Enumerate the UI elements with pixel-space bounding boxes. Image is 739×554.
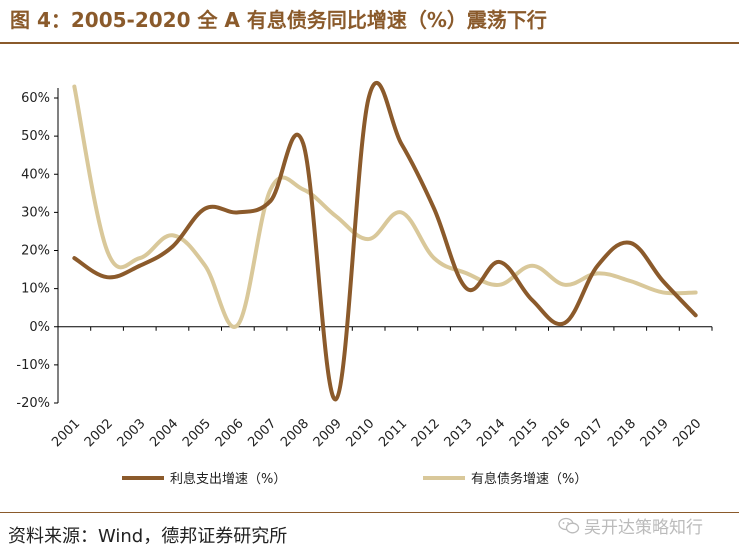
y-tick-label: 60%	[21, 91, 50, 106]
legend: 利息支出增速（%） 有息债务增速（%）	[122, 471, 587, 487]
y-tick-label: 10%	[21, 282, 50, 297]
source-note: 资料来源：Wind，德邦证券研究所	[8, 526, 288, 547]
x-tick-label: 2007	[245, 416, 279, 450]
x-tick-label: 2006	[213, 416, 247, 450]
x-tick-label: 2001	[49, 416, 83, 450]
line-chart: -20%-10%0%10%20%30%40%50%60% 20012002200…	[16, 80, 713, 487]
x-tick-label: 2004	[147, 416, 181, 450]
x-tick-label: 2014	[474, 416, 508, 450]
series-lines	[72, 80, 698, 402]
x-tick-label: 2002	[82, 416, 116, 450]
series-line-interest-debt	[72, 84, 698, 329]
y-tick-label: 20%	[21, 244, 50, 259]
wechat-icon	[558, 517, 580, 533]
x-tick-label: 2012	[409, 416, 443, 450]
y-axis: -20% -10% 0% 10% 20% 30% 40% 50% 60%	[16, 88, 59, 411]
x-tick-label: 2013	[442, 416, 476, 450]
legend-item-interest-expense-label: 利息支出增速（%）	[170, 471, 286, 487]
x-tick-label: 2020	[670, 416, 704, 450]
y-tick-label: 30%	[21, 205, 50, 220]
legend-item-interest-debt-label: 有息债务增速（%）	[471, 471, 587, 487]
x-tick-label: 2018	[605, 416, 639, 450]
y-tick-label: 50%	[21, 129, 50, 144]
x-tick-label: 2015	[507, 416, 541, 450]
x-tick-label: 2008	[278, 416, 312, 450]
x-axis: 2001200220032004200520062007200820092010…	[49, 326, 713, 450]
watermark-text: 吴开达策略知行	[584, 518, 703, 538]
x-tick-label: 2011	[376, 416, 410, 450]
x-tick-label: 2016	[540, 416, 574, 450]
x-tick-label: 2017	[572, 416, 606, 450]
x-tick-label: 2009	[311, 416, 345, 450]
x-tick-label: 2010	[343, 416, 377, 450]
y-tick-label: 0%	[29, 320, 50, 335]
title-divider	[0, 42, 739, 44]
x-tick-label: 2005	[180, 416, 214, 450]
x-tick-label: 2003	[115, 416, 149, 450]
chart-title: 图 4：2005-2020 全 A 有息债务同比增速（%）震荡下行	[10, 8, 547, 32]
series-line-interest-expense	[72, 80, 698, 402]
watermark: 吴开达策略知行	[558, 513, 703, 538]
footer-divider	[0, 512, 739, 513]
x-tick-label: 2019	[638, 416, 672, 450]
y-tick-label: -20%	[16, 396, 50, 411]
y-tick-label: 40%	[21, 167, 50, 182]
y-tick-label: -10%	[16, 358, 50, 373]
